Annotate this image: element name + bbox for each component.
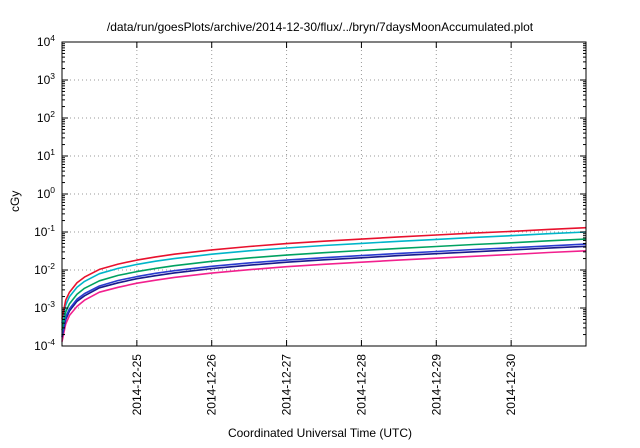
y-tick-label: 10-3 <box>34 299 55 315</box>
x-tick-label: 2014-12-26 <box>205 354 219 416</box>
y-tick-label: 103 <box>37 71 55 87</box>
series-green-curve <box>61 238 587 331</box>
series-magenta-curve <box>61 250 587 342</box>
series-red-curve <box>61 226 587 319</box>
x-axis-label: Coordinated Universal Time (UTC) <box>227 426 413 440</box>
x-tick-label: 2014-12-27 <box>280 354 294 416</box>
series-navy-curve <box>61 245 587 338</box>
y-tick-label: 102 <box>37 109 55 125</box>
x-tick-label: 2014-12-29 <box>429 354 443 416</box>
x-tick-label: 2014-12-30 <box>504 354 518 416</box>
y-axis-label: cGy <box>8 190 22 212</box>
plot-border <box>61 41 587 347</box>
series-blue-curve <box>61 243 587 336</box>
series-cyan-curve <box>61 231 587 324</box>
y-tick-label: 10-2 <box>34 261 55 277</box>
x-tick-label: 2014-12-25 <box>130 354 144 416</box>
y-tick-label: 100 <box>37 185 55 201</box>
chart-title: /data/run/goesPlots/archive/2014-12-30/f… <box>106 20 534 34</box>
y-tick-label: 101 <box>37 147 55 163</box>
y-tick-label: 104 <box>37 33 55 49</box>
y-tick-label: 10-1 <box>34 223 55 239</box>
y-tick-label: 10-4 <box>34 337 55 353</box>
x-tick-label: 2014-12-28 <box>354 354 368 416</box>
